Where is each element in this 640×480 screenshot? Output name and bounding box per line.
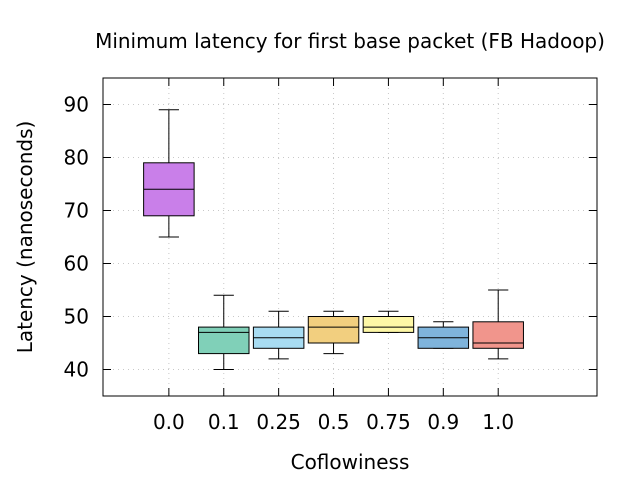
box-body bbox=[472, 321, 524, 349]
x-tick-label: 0.1 bbox=[208, 410, 240, 434]
x-tick-label: 0.5 bbox=[318, 410, 350, 434]
y-axis-label: Latency (nanoseconds) bbox=[13, 121, 37, 354]
y-tick-label: 40 bbox=[64, 358, 89, 382]
plot-frame bbox=[102, 77, 598, 397]
x-tick-label: 0.25 bbox=[256, 410, 301, 434]
x-axis-label: Coflowiness bbox=[291, 450, 410, 474]
box-0-75 bbox=[362, 310, 415, 333]
box-0-9 bbox=[417, 321, 470, 349]
y-tick-label: 60 bbox=[64, 252, 89, 276]
x-tick-label: 1.0 bbox=[482, 410, 514, 434]
box-0-0 bbox=[143, 109, 195, 238]
box-body bbox=[362, 316, 415, 333]
box-0-1 bbox=[198, 294, 250, 370]
chart-title: Minimum latency for first base packet (F… bbox=[95, 29, 605, 53]
box-0-5 bbox=[307, 310, 360, 355]
box-body bbox=[307, 316, 360, 344]
y-tick-label: 70 bbox=[64, 199, 89, 223]
y-tick-label: 90 bbox=[64, 93, 89, 117]
box-0-25 bbox=[252, 310, 305, 360]
x-tick-label: 0.9 bbox=[427, 410, 459, 434]
x-tick-label: 0.0 bbox=[153, 410, 185, 434]
y-tick-label: 50 bbox=[64, 305, 89, 329]
axes: 40 50 60 70 80 90 0.0 0.1 0.25 0.5 0.75 0.9 1.0 bbox=[64, 78, 597, 434]
boxes bbox=[143, 109, 524, 370]
x-tick-label: 0.75 bbox=[366, 410, 411, 434]
box-body bbox=[198, 326, 250, 355]
box-1-0 bbox=[472, 289, 524, 360]
y-tick-label: 80 bbox=[64, 146, 89, 170]
